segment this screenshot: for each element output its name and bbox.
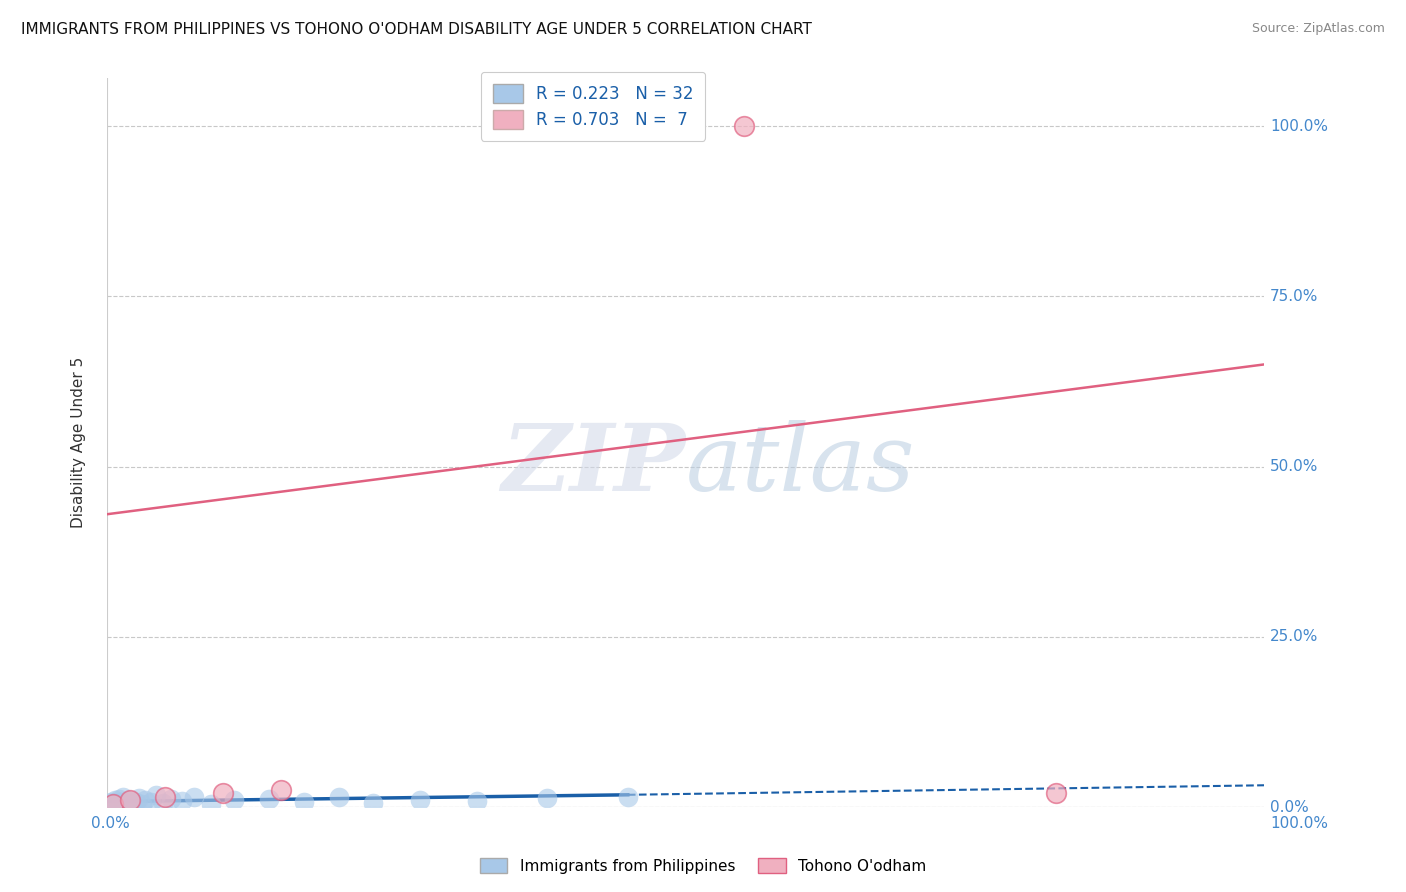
- Text: 50.0%: 50.0%: [1270, 459, 1319, 474]
- Point: [117, 794, 139, 808]
- Point: [101, 797, 124, 811]
- Point: [1045, 787, 1067, 801]
- Point: [134, 793, 156, 807]
- Point: [211, 787, 233, 801]
- Point: [128, 791, 150, 805]
- Text: 0.0%: 0.0%: [1270, 799, 1309, 814]
- Point: [224, 793, 246, 807]
- Point: [139, 795, 162, 809]
- Point: [408, 793, 430, 807]
- Point: [257, 792, 280, 806]
- Text: 100.0%: 100.0%: [1271, 816, 1329, 831]
- Point: [617, 789, 640, 804]
- Point: [107, 797, 129, 812]
- Text: Source: ZipAtlas.com: Source: ZipAtlas.com: [1251, 22, 1385, 36]
- Text: IMMIGRANTS FROM PHILIPPINES VS TOHONO O'ODHAM DISABILITY AGE UNDER 5 CORRELATION: IMMIGRANTS FROM PHILIPPINES VS TOHONO O'…: [21, 22, 813, 37]
- Point: [114, 796, 136, 810]
- Point: [104, 793, 127, 807]
- Point: [328, 789, 350, 804]
- Text: atlas: atlas: [686, 419, 915, 509]
- Point: [270, 783, 292, 797]
- Point: [145, 788, 167, 802]
- Point: [131, 797, 153, 811]
- Point: [152, 796, 174, 810]
- Point: [125, 795, 148, 809]
- Text: ZIP: ZIP: [502, 419, 686, 509]
- Point: [467, 794, 489, 808]
- Text: 75.0%: 75.0%: [1270, 289, 1319, 304]
- Point: [361, 796, 384, 810]
- Point: [292, 795, 315, 809]
- Legend: R = 0.223   N = 32, R = 0.703   N =  7: R = 0.223 N = 32, R = 0.703 N = 7: [481, 72, 706, 141]
- Text: 0.0%: 0.0%: [91, 816, 131, 831]
- Point: [120, 793, 142, 807]
- Y-axis label: Disability Age Under 5: Disability Age Under 5: [72, 357, 86, 528]
- Point: [98, 797, 121, 812]
- Point: [172, 794, 194, 808]
- Point: [159, 792, 181, 806]
- Point: [121, 797, 143, 812]
- Legend: Immigrants from Philippines, Tohono O'odham: Immigrants from Philippines, Tohono O'od…: [474, 852, 932, 880]
- Text: 25.0%: 25.0%: [1270, 630, 1319, 644]
- Point: [101, 797, 124, 811]
- Point: [536, 791, 558, 805]
- Point: [183, 789, 205, 804]
- Point: [107, 792, 129, 806]
- Point: [120, 792, 142, 806]
- Point: [200, 797, 222, 812]
- Point: [112, 789, 135, 804]
- Point: [110, 795, 132, 809]
- Text: 100.0%: 100.0%: [1270, 119, 1329, 134]
- Point: [733, 119, 755, 133]
- Point: [100, 795, 122, 809]
- Point: [153, 789, 176, 804]
